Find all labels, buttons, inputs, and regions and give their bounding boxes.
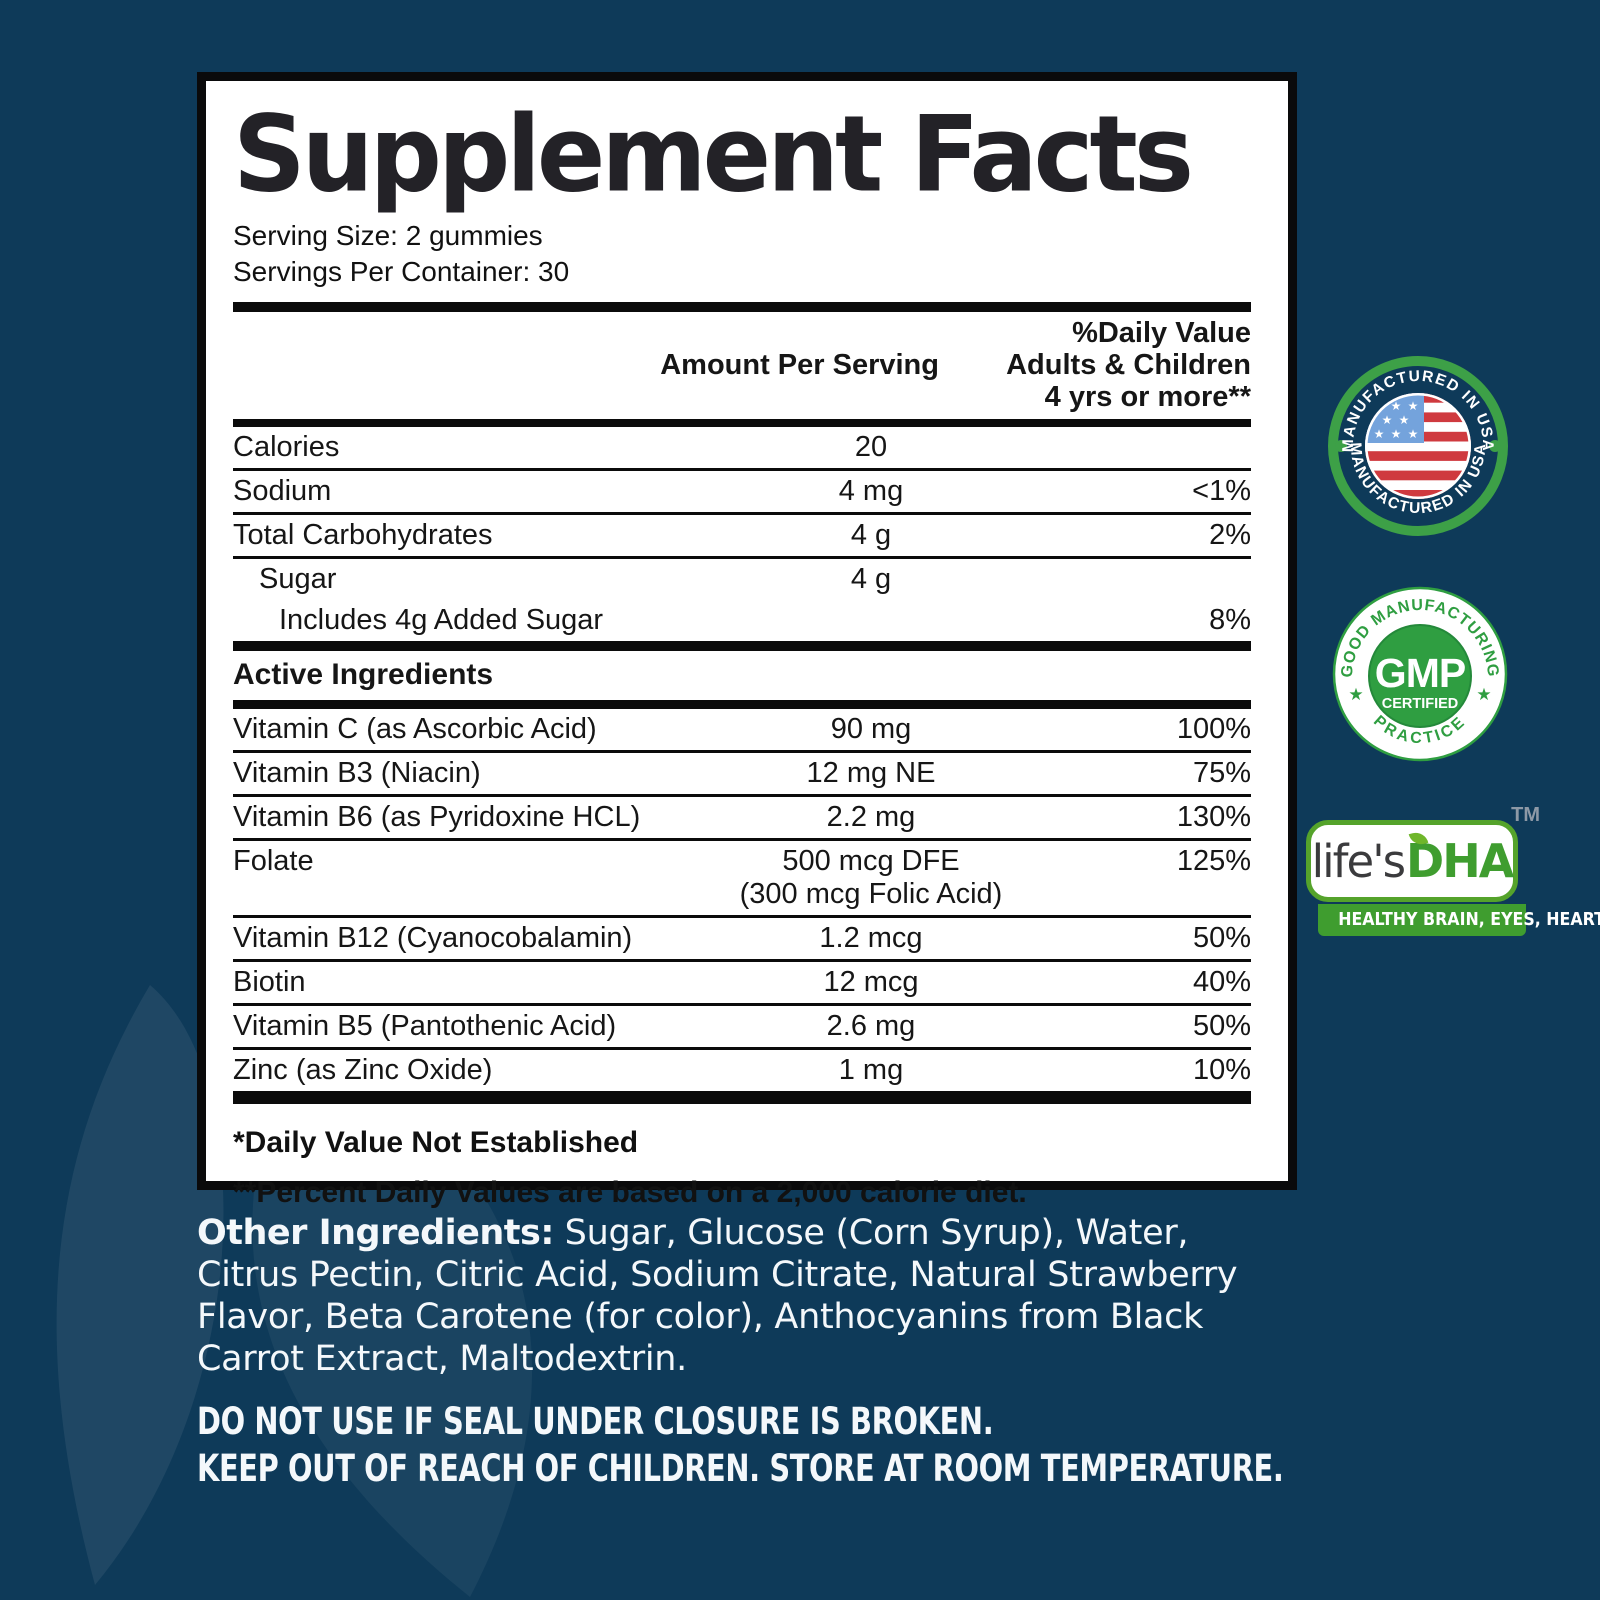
nutrient-row: Includes 4g Added Sugar 8% (279, 603, 1251, 636)
divider-thin (233, 1002, 1251, 1006)
gmp-certified-text: CERTIFIED (1382, 696, 1459, 712)
svg-text:★: ★ (1408, 427, 1419, 441)
active-row: Biotin 12 mcg 40% (233, 965, 1251, 998)
table-header: Amount Per Serving %Daily Value Adults &… (233, 312, 1251, 419)
active-row: Vitamin B5 (Pantothenic Acid) 2.6 mg 50% (233, 1009, 1251, 1042)
panel-title: Supplement Facts (233, 92, 1194, 216)
divider-thin (233, 555, 1251, 559)
active-row: Folate 500 mcg DFE (300 mcg Folic Acid) … (233, 844, 1251, 910)
footnote-dv-not-established: *Daily Value Not Established (233, 1125, 639, 1159)
us-flag-icon: ★ ★ ★ ★ ★ ★ ★ ★ (1365, 393, 1471, 499)
warning-seal: DO NOT USE IF SEAL UNDER CLOSURE IS BROK… (197, 1400, 994, 1443)
dha-tagline-text: HEALTHY BRAIN, EYES, HEART (1338, 909, 1600, 930)
trademark-symbol: TM (1511, 804, 1540, 826)
nutrient-row: Sodium 4 mg <1% (233, 474, 1251, 507)
serving-size: Serving Size: 2 gummies (233, 219, 543, 251)
nutrient-row: Calories 20 (233, 430, 888, 463)
other-ingredients-paragraph: Other Ingredients: Sugar, Glucose (Corn … (197, 1212, 1277, 1380)
divider-thick (233, 640, 1251, 651)
lifes-dha-logo: life's DHA (1306, 820, 1518, 902)
nutrient-row: Total Carbohydrates 4 g 2% (233, 518, 1251, 551)
gmp-certified-badge: GOOD MANUFACTURING PRACTICE ★ ★ GMP CERT… (1332, 586, 1508, 762)
other-ingredients-text: Sugar, Glucose (Corn Syrup), Water, Citr… (197, 1213, 1238, 1379)
dot-icon (1489, 440, 1501, 452)
active-row: Vitamin B3 (Niacin) 12 mg NE 75% (233, 756, 1251, 789)
divider-thin (233, 837, 1251, 841)
leaf-shape (56, 985, 224, 1585)
supplement-facts-panel: Supplement Facts Serving Size: 2 gummies… (197, 72, 1297, 1209)
divider-thin (233, 914, 1251, 918)
active-row: Zinc (as Zinc Oxide) 1 mg 10% (233, 1053, 1251, 1086)
gmp-center-text: GMP (1375, 650, 1465, 696)
servings-per-container: Servings Per Container: 30 (233, 255, 570, 287)
divider-medium (233, 418, 1251, 427)
nutrient-row: Sugar 4 g (259, 562, 892, 595)
divider-thin (233, 749, 1251, 753)
active-row: Vitamin C (as Ascorbic Acid) 90 mg 100% (233, 712, 1251, 745)
footnote-percent-dv: **Percent Daily Values are based on a 2,… (233, 1175, 1027, 1209)
lifes-dha-badge: TM life's DHA HEALTHY BRAIN, EYES, HEART (1306, 804, 1600, 936)
divider-thin (233, 511, 1251, 515)
badge-center-disc (1368, 624, 1472, 728)
active-row: Vitamin B12 (Cyanocobalamin) 1.2 mcg 50% (233, 921, 1251, 954)
divider-thin (233, 1046, 1251, 1050)
active-ingredients-header: Active Ingredients (233, 657, 494, 691)
facts-table: Amount Per Serving %Daily Value Adults &… (233, 301, 1251, 1104)
divider-thick (233, 301, 1251, 312)
badge-ring (1328, 356, 1508, 536)
lifes-text: life's (1311, 834, 1406, 888)
divider-thick (233, 699, 1251, 709)
divider-thick (233, 1090, 1251, 1104)
svg-text:★: ★ (1382, 413, 1393, 427)
manufactured-in-usa-badge: MANUFACTURED IN USA MANUFACTURED IN USA … (1328, 356, 1508, 536)
divider-thin (233, 467, 1251, 471)
star-icon: ★ (1476, 685, 1491, 705)
svg-text:★: ★ (1391, 399, 1402, 413)
other-ingredients-lead: Other Ingredients: (197, 1213, 554, 1253)
active-row: Vitamin B6 (as Pyridoxine HCL) 2.2 mg 13… (233, 800, 1251, 833)
header-daily-value: %Daily Value Adults & Children 4 yrs or … (1006, 316, 1251, 413)
star-icon: ★ (1348, 685, 1363, 705)
header-amount-per-serving: Amount Per Serving (660, 348, 939, 381)
divider-thin (233, 958, 1251, 962)
dha-tagline-banner: HEALTHY BRAIN, EYES, HEART (1318, 904, 1600, 936)
warning-children: KEEP OUT OF REACH OF CHILDREN. STORE AT … (197, 1447, 1284, 1490)
svg-text:★: ★ (1399, 413, 1410, 427)
svg-text:★: ★ (1374, 427, 1385, 441)
svg-text:★: ★ (1391, 427, 1402, 441)
svg-text:★: ★ (1408, 399, 1419, 413)
dot-icon (1335, 440, 1347, 452)
divider-thin (233, 793, 1251, 797)
